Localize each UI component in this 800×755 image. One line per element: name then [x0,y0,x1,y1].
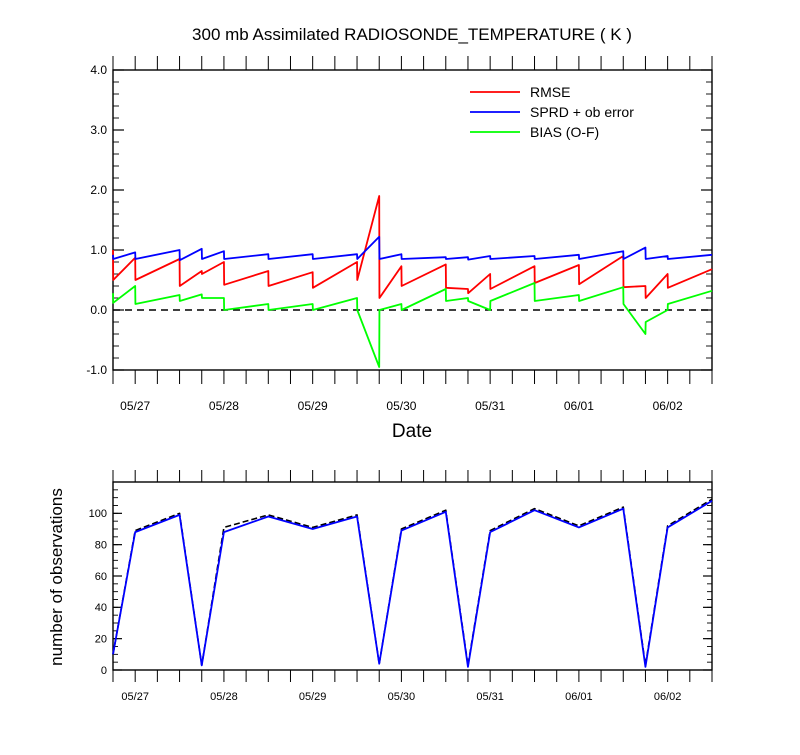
y-tick-label: 2.0 [90,183,107,197]
plot-frame [112,69,713,371]
x-tick-label: 05/31 [476,691,504,703]
x-tick-label: 05/27 [120,399,150,413]
x-tick-label: 05/29 [299,691,327,703]
x-tick-label: 05/29 [298,399,328,413]
chart-title: 300 mb Assimilated RADIOSONDE_TEMPERATUR… [192,25,632,44]
x-tick-label: 06/01 [564,399,594,413]
x-tick-label: 06/02 [654,691,682,703]
legend: RMSE SPRD + ob error BIAS (O-F) [470,84,634,140]
series-line-sprd-ob-error [112,235,713,262]
y-tick-label: -1.0 [86,363,107,377]
y-tick-label: 60 [95,571,107,583]
y-tick-label: 0 [101,665,107,677]
y-tick-label: 4.0 [90,63,107,77]
x-axis-label: Date [392,421,432,442]
x-tick-label: 05/30 [386,399,416,413]
x-tick-label: 05/28 [210,691,238,703]
y-tick-label: 40 [95,602,107,614]
legend-label: RMSE [530,84,570,100]
legend-label: BIAS (O-F) [530,124,599,140]
y-tick-label: 100 [89,508,107,520]
legend-label: SPRD + ob error [530,104,634,120]
y-tick-label: 3.0 [90,123,107,137]
x-tick-label: 05/28 [209,399,239,413]
top-plot: 05/27 05/28 05/29 05/30 05/31 06/01 06/02 -1.0 0… [86,56,713,413]
y-tick-label: 20 [95,634,107,646]
bottom-plot: 05/27 05/28 05/29 05/30 05/31 06/01 06/02 0 20 40… [89,470,713,703]
y-tick-label: 0.0 [90,303,107,317]
y-tick-label: 1.0 [90,243,107,257]
x-tick-label: 06/02 [653,399,683,413]
series-line-bias-o-f [112,282,713,368]
x-tick-label: 06/01 [565,691,593,703]
x-tick-label: 05/31 [475,399,505,413]
x-tick-label: 05/30 [388,691,416,703]
series-line-observations-solid [112,500,713,668]
y-tick-label: 80 [95,540,107,552]
y-axis-label: number of observations [47,488,66,666]
x-tick-label: 05/27 [121,691,149,703]
